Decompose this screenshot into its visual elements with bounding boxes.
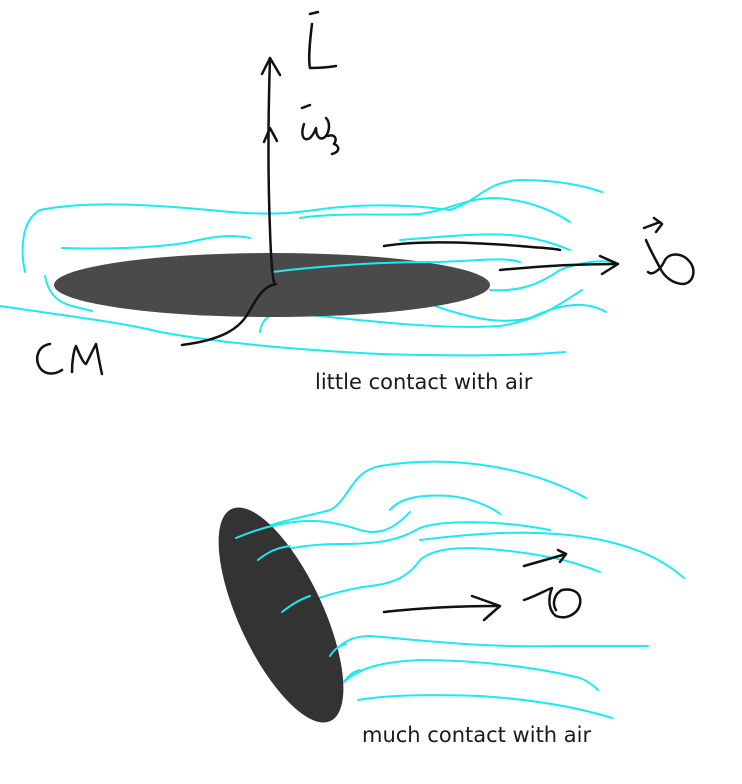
airflow-line	[61, 235, 251, 250]
airflow-line	[235, 460, 587, 539]
center-of-mass-label	[36, 342, 104, 376]
velocity-arrow-icon	[382, 594, 502, 622]
tilted-disc	[218, 507, 344, 723]
airflow-line	[299, 197, 571, 223]
top-scene	[0, 10, 695, 376]
airflow-line	[281, 547, 601, 613]
airflow-line	[257, 521, 551, 561]
caption-much-contact: much contact with air	[362, 723, 592, 747]
bottom-scene	[218, 460, 685, 723]
airflow-line	[489, 260, 613, 292]
airflow-line	[44, 275, 93, 312]
airflow-line	[357, 694, 613, 719]
bottom-airflow-streamlines	[235, 460, 685, 719]
airflow-line	[343, 659, 599, 691]
airflow-line	[259, 511, 411, 533]
airflow-line	[21, 179, 603, 273]
velocity-label-bottom	[522, 548, 582, 619]
caption-little-contact: little contact with air	[315, 370, 533, 394]
angular-momentum-arrow-icon	[260, 56, 282, 284]
angular-momentum-label-L	[307, 10, 338, 70]
velocity-label-top	[642, 216, 695, 286]
airflow-line	[0, 305, 566, 357]
airflow-line	[419, 531, 685, 579]
omega3-label	[300, 103, 340, 156]
impact-airflow-strokes	[235, 523, 361, 683]
airflow-line	[271, 258, 521, 273]
airflow-line	[389, 494, 501, 515]
airflow-line	[434, 303, 607, 322]
airflow-line	[329, 635, 649, 657]
center-of-mass-pointer	[180, 282, 278, 347]
airflow-line	[399, 233, 571, 251]
velocity-arrow-icon	[382, 240, 620, 276]
